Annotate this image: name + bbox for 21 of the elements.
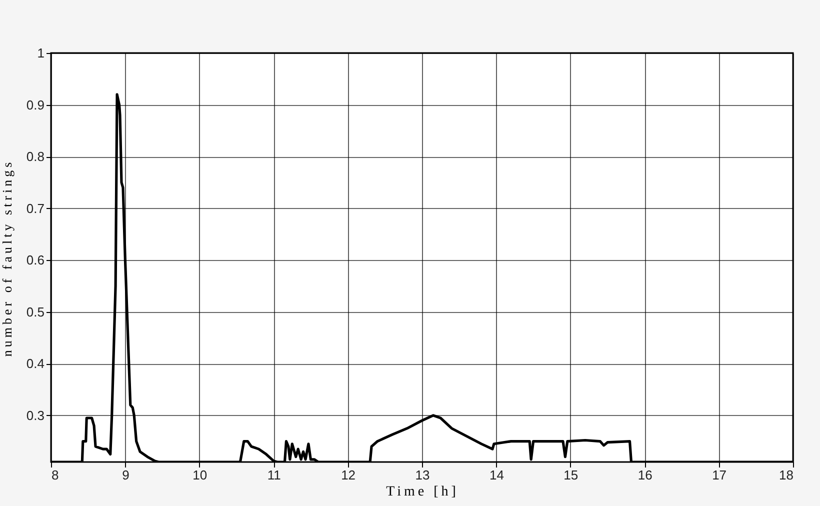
y-tick-label: 0.7 bbox=[26, 200, 44, 216]
x-tick-label: 16 bbox=[638, 468, 652, 482]
y-tick-label: 0.4 bbox=[26, 356, 44, 372]
x-tick-label: 13 bbox=[415, 468, 430, 482]
x-axis-title: Time [h] bbox=[386, 484, 459, 500]
y-tick-label: 0.8 bbox=[26, 149, 44, 164]
y-tick-label: 0.5 bbox=[26, 304, 44, 320]
x-tick-label: 11 bbox=[267, 468, 281, 482]
x-tick-label: 15 bbox=[564, 468, 578, 482]
x-tick-label: 18 bbox=[779, 468, 794, 482]
x-tick-label: 17 bbox=[712, 468, 727, 482]
x-tick-label: 9 bbox=[122, 468, 130, 482]
x-tick-label: 12 bbox=[341, 468, 356, 482]
y-axis-title: number of faulty strings bbox=[0, 159, 14, 357]
y-tick-label: 0.3 bbox=[26, 408, 44, 423]
y-tick-label: 0.6 bbox=[26, 252, 44, 268]
y-tick-label: 1 bbox=[37, 46, 44, 60]
x-tick-label: 14 bbox=[489, 468, 504, 482]
y-tick-label: 0.9 bbox=[26, 97, 44, 112]
x-tick-label: 8 bbox=[52, 468, 59, 482]
x-tick-label: 10 bbox=[192, 468, 208, 482]
